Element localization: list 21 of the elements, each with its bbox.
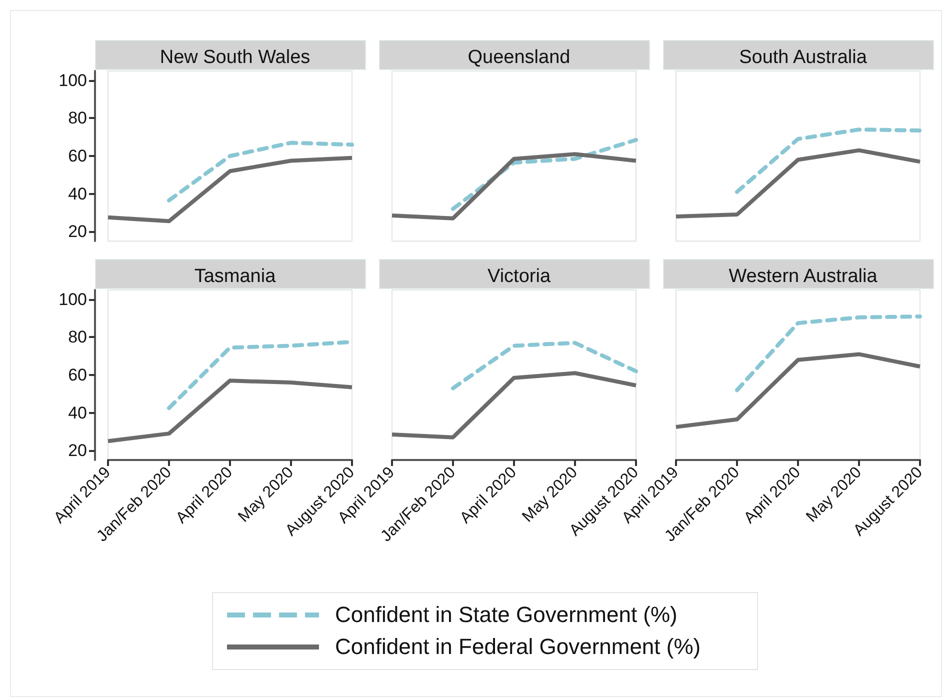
line-series — [106, 156, 354, 224]
y-tick-label: 100 — [58, 290, 87, 309]
y-tick-label: 60 — [68, 146, 87, 166]
y-tick-label: 40 — [68, 403, 87, 422]
y-tick-label: 20 — [68, 222, 87, 242]
y-tick-label: 80 — [68, 108, 87, 128]
chart-title: New South Wales — [160, 47, 310, 68]
legend-label: Confident in Federal Government (%) — [335, 634, 701, 660]
chart-title: Victoria — [487, 266, 551, 287]
y-tick-label: 80 — [68, 328, 87, 347]
chart-title: South Australia — [739, 47, 868, 68]
line-series — [167, 140, 354, 202]
y-tick-label: 40 — [68, 184, 87, 204]
y-tick-label: 100 — [58, 70, 87, 90]
chart-title: Tasmania — [194, 266, 276, 287]
chart-title: Western Australia — [728, 266, 878, 287]
y-tick-label: 20 — [68, 441, 87, 460]
chart-title: Queensland — [468, 47, 570, 68]
line-series — [106, 378, 354, 444]
legend-label: Confident in State Government (%) — [335, 602, 678, 628]
y-tick-label: 60 — [68, 366, 87, 384]
